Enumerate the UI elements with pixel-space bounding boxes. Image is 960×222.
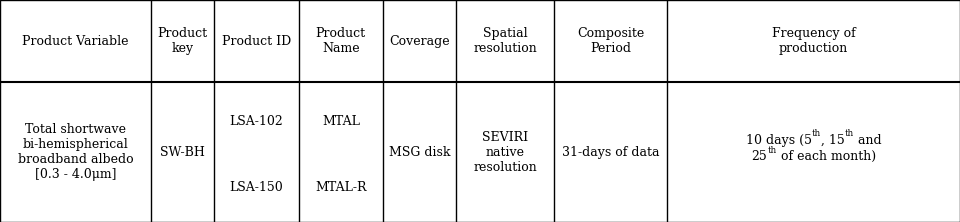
Text: Spatial
resolution: Spatial resolution <box>473 27 537 55</box>
Text: , 15: , 15 <box>821 134 845 147</box>
Text: Product Variable: Product Variable <box>22 35 129 48</box>
Text: th: th <box>845 129 853 138</box>
Text: MSG disk: MSG disk <box>389 146 450 159</box>
Text: 10 days (5: 10 days (5 <box>746 134 811 147</box>
Text: th: th <box>811 129 821 138</box>
Text: 25: 25 <box>752 150 767 163</box>
Text: SW-BH: SW-BH <box>160 146 204 159</box>
Text: 31-days of data: 31-days of data <box>562 146 660 159</box>
Text: Total shortwave
bi-hemispherical
broadband albedo
[0.3 - 4.0μm]: Total shortwave bi-hemispherical broadba… <box>17 123 133 181</box>
Text: SEVIRI
native
resolution: SEVIRI native resolution <box>473 131 537 174</box>
Text: Product
Name: Product Name <box>316 27 366 55</box>
Text: and: and <box>853 134 881 147</box>
Text: of each month): of each month) <box>777 150 876 163</box>
Text: MTAL: MTAL <box>322 115 360 128</box>
Text: LSA-150: LSA-150 <box>229 180 283 194</box>
Text: Composite
Period: Composite Period <box>577 27 644 55</box>
Text: Product ID: Product ID <box>222 35 291 48</box>
Text: Frequency of
production: Frequency of production <box>772 27 855 55</box>
Text: MTAL-R: MTAL-R <box>315 180 367 194</box>
Text: Product
key: Product key <box>157 27 207 55</box>
Text: Coverage: Coverage <box>389 35 450 48</box>
Text: th: th <box>767 145 777 155</box>
Text: LSA-102: LSA-102 <box>229 115 283 128</box>
